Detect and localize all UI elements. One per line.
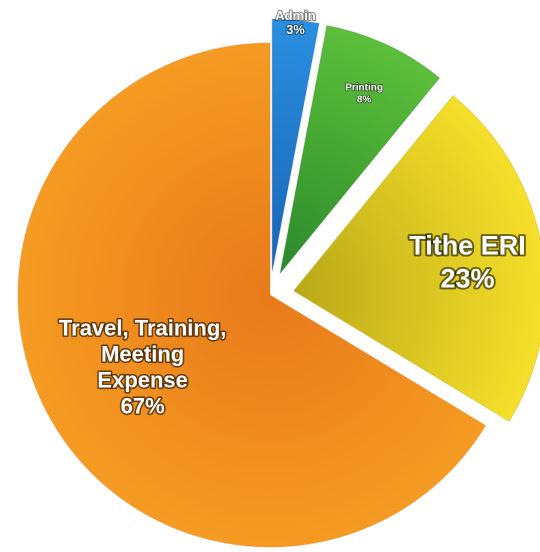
pie-slice-printing [279,25,441,274]
pie-slice-admin [271,18,320,272]
pie-slice-travel-training-meeting-expense [17,42,487,548]
pie-label-tithe-eri: Tithe ERI 23% [409,230,526,293]
pie-slices [17,18,540,548]
pie-slice-tithe-eri [292,94,540,423]
pie-label-printing: Printing 8% [345,82,383,105]
pie-label-admin: Admin 3% [275,8,316,37]
pie-label-travel-training-meeting-expense: Travel, Training, Meeting Expense 67% [59,316,227,419]
pie-labels: Admin 3% Printing 8% Tithe ERI 23% Travel, Tra… [57,7,527,420]
